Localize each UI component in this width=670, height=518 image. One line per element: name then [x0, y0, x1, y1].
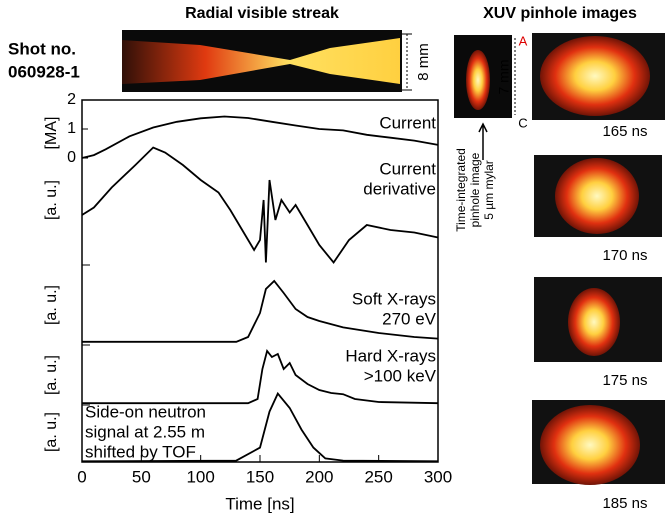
- streak-scale: 8 mm: [415, 43, 432, 81]
- x-tick-label: 50: [132, 467, 151, 486]
- shot-label: Shot no.: [8, 39, 76, 58]
- streak-emission: [122, 38, 400, 84]
- trace: [81, 115, 439, 159]
- y-tick-label: 1: [67, 120, 76, 137]
- y-axis-label: [a. u.]: [43, 355, 60, 395]
- x-tick-label: 300: [424, 467, 452, 486]
- arrow: [478, 122, 488, 160]
- trace-label: Hard X-rays: [345, 346, 436, 365]
- y-axis-label: [MA]: [43, 117, 60, 150]
- plots: 012[MA] Current[a. u.]Currentderivative[a…: [43, 91, 452, 513]
- x-tick-label: 200: [305, 467, 333, 486]
- streak-title: Radial visible streak: [185, 5, 339, 22]
- y-tick-label: 0: [67, 149, 76, 166]
- y-tick-label: 2: [67, 91, 76, 108]
- x-axis-label: Time [ns]: [225, 494, 294, 513]
- frame-emission: [540, 405, 640, 485]
- pinhole-scale: 7 mm: [496, 60, 512, 95]
- frame-emission: [568, 288, 620, 356]
- trace: [81, 391, 439, 463]
- cathode-label: C: [518, 115, 527, 130]
- trace: [81, 146, 439, 265]
- frame-time: 165 ns: [602, 123, 647, 140]
- shot-label: 060928-1: [8, 62, 80, 81]
- y-axis-label: [a. u.]: [43, 412, 60, 452]
- trace-label: Current: [379, 159, 436, 178]
- x-tick-label: 250: [364, 467, 392, 486]
- x-tick-label: 150: [246, 467, 274, 486]
- x-tick-label: 100: [186, 467, 214, 486]
- frame-time: 170 ns: [602, 247, 647, 264]
- trace-label: 270 eV: [382, 309, 437, 328]
- frame-time: 175 ns: [602, 372, 647, 389]
- frame-emission: [555, 158, 639, 234]
- trace-label: Side-on neutron: [85, 402, 206, 421]
- integrated-note: pinhole image: [468, 152, 482, 227]
- integrated-note: Time-integrated: [454, 148, 468, 232]
- integrated-note: 5 µm mylar: [482, 160, 496, 220]
- trace: [82, 349, 439, 405]
- trace-label: derivative: [363, 179, 436, 198]
- frame-time: 185 ns: [602, 495, 647, 512]
- trace-label: >100 keV: [364, 366, 437, 385]
- trace-label: Current: [379, 113, 436, 132]
- trace-label: signal at 2.55 m: [85, 422, 205, 441]
- xuv-title: XUV pinhole images: [483, 5, 637, 22]
- y-axis-label: [a. u.]: [43, 180, 60, 220]
- integrated-emission: [466, 50, 490, 110]
- trace: [82, 279, 439, 343]
- trace-label: Soft X-rays: [352, 289, 436, 308]
- y-axis-label: [a. u.]: [43, 285, 60, 325]
- trace-label: shifted by TOF: [85, 442, 196, 461]
- frame-emission: [540, 36, 650, 116]
- anode-label: A: [519, 33, 528, 48]
- x-tick-label: 0: [77, 467, 86, 486]
